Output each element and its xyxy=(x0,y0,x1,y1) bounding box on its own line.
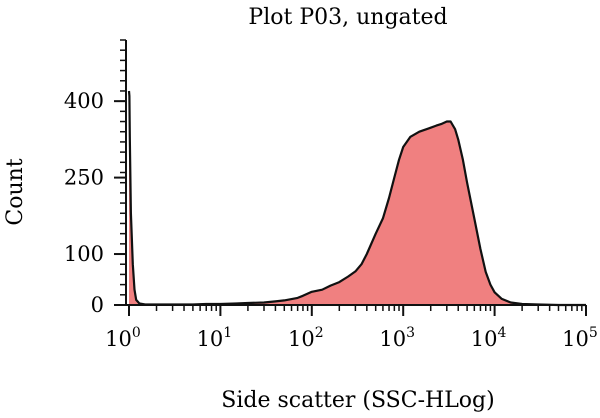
y-tick-label: 100 xyxy=(64,242,104,266)
x-axis-label: Side scatter (SSC-HLog) xyxy=(221,388,494,413)
y-tick-label: 250 xyxy=(64,166,104,190)
histogram-area xyxy=(129,91,586,305)
x-tick-label: 103 xyxy=(379,325,415,351)
x-tick-label: 104 xyxy=(471,325,507,351)
x-tick-label: 101 xyxy=(197,325,233,351)
plot-area xyxy=(127,90,586,307)
y-ticks: 0 100 250 400 xyxy=(64,39,126,317)
axes xyxy=(125,40,586,306)
y-tick-label: 0 xyxy=(91,293,104,317)
x-tick-label: 102 xyxy=(288,325,324,351)
x-ticks: 100 101 102 103 104 105 xyxy=(105,305,598,351)
x-tick-label: 105 xyxy=(562,325,598,351)
y-tick-label: 400 xyxy=(64,89,104,113)
x-tick-label: 100 xyxy=(105,325,141,351)
y-axis-label: Count xyxy=(3,158,28,225)
chart-title: Plot P03, ungated xyxy=(248,5,447,30)
